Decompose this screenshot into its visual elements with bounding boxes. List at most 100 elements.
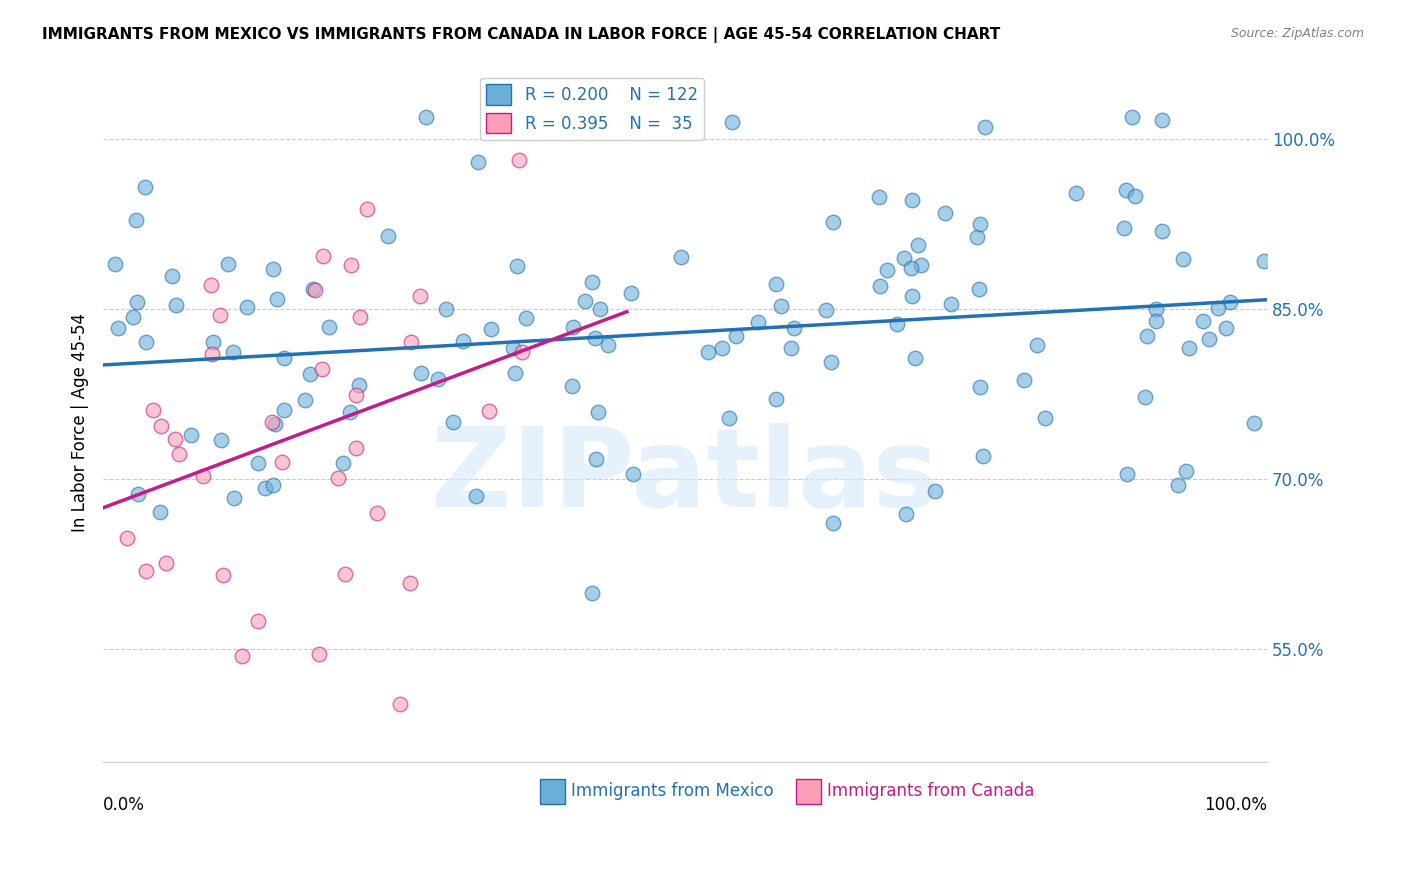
Point <box>1150 224 1173 238</box>
Point <box>236 300 259 314</box>
Point <box>900 260 922 275</box>
Point <box>478 404 501 418</box>
Point <box>515 311 537 326</box>
Point <box>770 299 793 313</box>
Point <box>820 355 842 369</box>
Point <box>779 341 801 355</box>
Text: 100.0%: 100.0% <box>1204 797 1267 814</box>
Point <box>262 415 284 429</box>
Point <box>823 516 845 530</box>
Point <box>901 289 924 303</box>
Point <box>451 334 474 348</box>
Point <box>270 455 292 469</box>
Point <box>115 531 138 545</box>
Point <box>907 238 929 252</box>
Point <box>581 586 603 600</box>
Point <box>217 257 239 271</box>
Point <box>211 568 233 582</box>
Point <box>308 647 330 661</box>
Point <box>721 115 744 129</box>
Point <box>1026 338 1049 352</box>
Point <box>1208 301 1230 316</box>
Point <box>149 418 172 433</box>
Point <box>253 481 276 495</box>
Point <box>894 507 917 521</box>
Point <box>366 507 388 521</box>
Point <box>349 310 371 324</box>
Point <box>581 275 603 289</box>
Point <box>299 367 322 381</box>
Point <box>125 213 148 227</box>
Point <box>155 557 177 571</box>
Point <box>586 405 609 419</box>
Point <box>941 296 963 310</box>
Point <box>335 566 357 581</box>
Point <box>1136 328 1159 343</box>
Point <box>589 301 612 316</box>
Point <box>273 402 295 417</box>
FancyBboxPatch shape <box>796 779 821 805</box>
Point <box>1243 416 1265 430</box>
Point <box>318 319 340 334</box>
Point <box>904 351 927 366</box>
Point <box>162 269 184 284</box>
Point <box>409 366 432 380</box>
Point <box>200 278 222 293</box>
Point <box>585 452 607 467</box>
Point <box>869 278 891 293</box>
Point <box>339 405 361 419</box>
Point <box>231 648 253 663</box>
Point <box>135 564 157 578</box>
Point <box>697 345 720 359</box>
Point <box>868 190 890 204</box>
Point <box>201 347 224 361</box>
Legend: R = 0.200    N = 122, R = 0.395    N =  35: R = 0.200 N = 122, R = 0.395 N = 35 <box>479 78 704 140</box>
Point <box>934 205 956 219</box>
Point <box>1125 189 1147 203</box>
Point <box>1144 314 1167 328</box>
Point <box>502 341 524 355</box>
Point <box>165 432 187 446</box>
Point <box>294 393 316 408</box>
Point <box>122 310 145 324</box>
Point <box>134 179 156 194</box>
Point <box>583 331 606 345</box>
Point <box>669 250 692 264</box>
Point <box>506 259 529 273</box>
Point <box>1121 110 1143 124</box>
Point <box>974 120 997 135</box>
Point <box>1012 373 1035 387</box>
Point <box>886 317 908 331</box>
Point <box>901 194 924 208</box>
Point <box>574 293 596 308</box>
Point <box>1150 112 1173 127</box>
Point <box>893 252 915 266</box>
Point <box>510 345 533 359</box>
Point <box>765 277 787 292</box>
Point <box>1192 313 1215 327</box>
Point <box>1066 186 1088 200</box>
Point <box>312 249 335 263</box>
Point <box>326 470 349 484</box>
Point <box>311 362 333 376</box>
Point <box>1198 332 1220 346</box>
Point <box>142 402 165 417</box>
Point <box>969 218 991 232</box>
Point <box>273 351 295 366</box>
Point <box>344 441 367 455</box>
Point <box>1253 253 1275 268</box>
Point <box>266 292 288 306</box>
Text: Immigrants from Mexico: Immigrants from Mexico <box>571 782 773 800</box>
Point <box>246 614 269 628</box>
Point <box>344 388 367 402</box>
Point <box>821 215 844 229</box>
Point <box>467 155 489 169</box>
Point <box>409 288 432 302</box>
Point <box>222 491 245 506</box>
Point <box>107 320 129 334</box>
Text: ZIPatlas: ZIPatlas <box>432 424 939 531</box>
Point <box>724 328 747 343</box>
Point <box>620 285 643 300</box>
Point <box>347 378 370 392</box>
Point <box>332 456 354 470</box>
